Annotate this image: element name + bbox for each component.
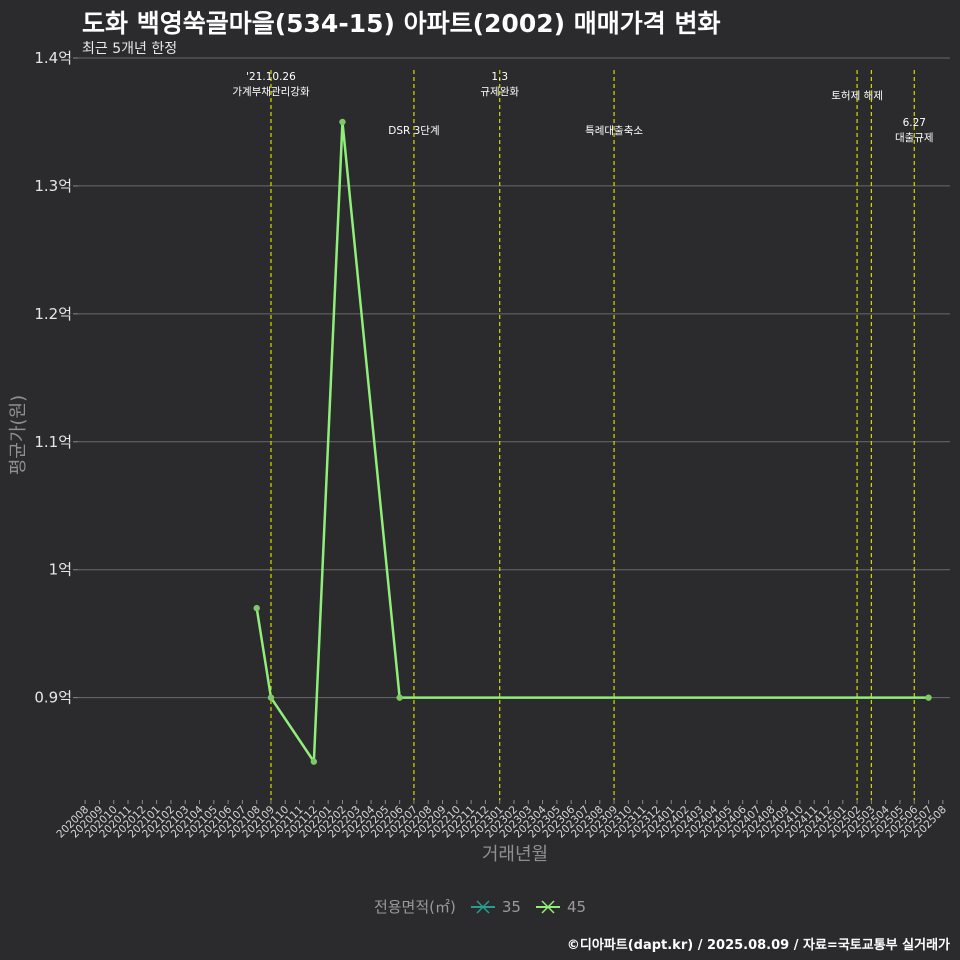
- event-label: '21.10.26: [246, 71, 296, 83]
- legend-title: 전용면적(㎡): [373, 898, 456, 916]
- y-tick-label: 1.2억: [34, 305, 72, 323]
- event-label: DSR 3단계: [388, 125, 439, 137]
- y-axis-ticks: 0.9억 1억 1.1억 1.2억 1.3억 1.4억: [34, 49, 78, 707]
- legend: 전용면적(㎡) 35 45: [0, 896, 960, 917]
- y-tick-label: 1.4억: [34, 49, 72, 67]
- series-line: [255, 120, 929, 763]
- event-label: 규제완화: [480, 85, 519, 98]
- y-tick-label: 0.9억: [34, 689, 72, 707]
- data-point: [267, 694, 275, 701]
- x-axis-ticks: 2020082020092020102020112020122021012021…: [54, 800, 949, 840]
- chart-subtitle: 최근 5개년 한정: [82, 41, 178, 57]
- cross-line-icon: [470, 899, 495, 914]
- event-label: 가계부채관리강화: [232, 86, 310, 98]
- data-point: [339, 118, 346, 126]
- chart-title: 도화 백영쑥골마을(534-15) 아파트(2002) 매매가격 변화: [82, 9, 721, 38]
- event-label: 대출규제: [895, 132, 934, 144]
- event-label: 6.27: [903, 117, 926, 129]
- series-lines: [253, 118, 932, 765]
- legend-item-45: 45: [535, 898, 586, 916]
- source-caption: ©디아파트(dapt.kr) / 2025.08.09 / 자료=국토교통부 실…: [566, 938, 950, 953]
- x-axis-label: 거래년월: [482, 844, 548, 865]
- event-label: 특례대출축소: [585, 125, 643, 137]
- y-tick-label: 1.1억: [34, 433, 72, 451]
- legend-item-35: 35: [470, 898, 521, 916]
- y-axis-label: 평균가(원): [8, 395, 29, 475]
- cross-line-icon: [535, 899, 560, 914]
- y-tick-label: 1억: [49, 561, 72, 579]
- y-tick-label: 1.3억: [34, 177, 72, 195]
- event-label: 토허제 해제: [831, 89, 883, 102]
- legend-label-45: 45: [566, 897, 587, 916]
- data-point: [396, 694, 403, 701]
- data-point: [310, 758, 318, 765]
- data-point: [925, 694, 932, 701]
- legend-label-35: 35: [501, 897, 521, 916]
- event-label: 1.3: [491, 71, 508, 83]
- data-point: [253, 604, 260, 612]
- gridlines: [78, 57, 950, 699]
